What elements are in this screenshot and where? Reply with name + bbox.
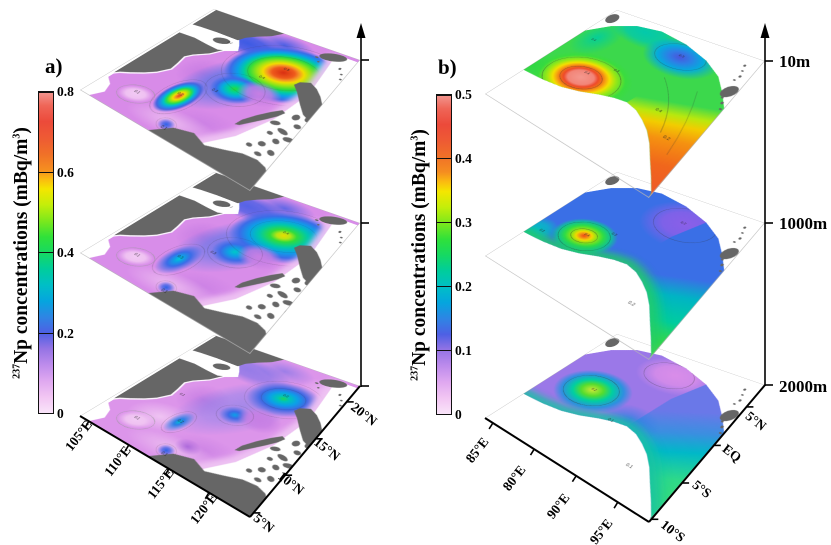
svg-text:0.1: 0.1	[178, 392, 187, 397]
svg-text:0.2: 0.2	[282, 393, 291, 398]
svg-text:105°E: 105°E	[62, 417, 95, 454]
svg-text:0.1: 0.1	[159, 287, 170, 295]
svg-text:0.3: 0.3	[210, 88, 219, 94]
svg-text:0.4: 0.4	[583, 70, 592, 75]
svg-text:0.4: 0.4	[258, 75, 267, 80]
svg-text:0.3: 0.3	[610, 232, 617, 236]
svg-text:0.2: 0.2	[176, 91, 186, 97]
svg-text:95°E: 95°E	[586, 516, 615, 545]
svg-text:120°E: 120°E	[187, 490, 220, 527]
svg-text:0.1: 0.1	[132, 252, 142, 258]
svg-text:0.1: 0.1	[159, 124, 170, 131]
svg-text:0.2: 0.2	[627, 301, 636, 308]
svg-text:0.3: 0.3	[538, 228, 545, 232]
svg-text:5°S: 5°S	[690, 477, 715, 501]
svg-text:EQ: EQ	[720, 441, 745, 465]
svg-text:90°E: 90°E	[543, 490, 572, 521]
svg-text:0.1: 0.1	[133, 89, 143, 95]
svg-text:0.4: 0.4	[654, 107, 664, 113]
svg-text:10°S: 10°S	[658, 517, 688, 545]
svg-text:0.1: 0.1	[159, 450, 170, 458]
svg-text:0.2: 0.2	[226, 204, 234, 208]
svg-text:0.3: 0.3	[678, 54, 686, 59]
svg-text:80°E: 80°E	[499, 462, 528, 493]
svg-text:0.3: 0.3	[176, 254, 186, 260]
svg-text:110°E: 110°E	[101, 443, 134, 479]
svg-text:15°N: 15°N	[311, 434, 343, 464]
svg-text:0.1: 0.1	[607, 418, 615, 423]
svg-text:0.2: 0.2	[226, 41, 234, 45]
svg-text:0.4: 0.4	[583, 233, 591, 238]
svg-text:85°E: 85°E	[462, 434, 491, 465]
svg-text:0.2: 0.2	[662, 134, 672, 141]
svg-text:0.2: 0.2	[680, 221, 687, 225]
svg-text:0.2: 0.2	[590, 388, 597, 392]
svg-text:115°E: 115°E	[144, 466, 177, 502]
svg-text:0.3: 0.3	[209, 250, 219, 256]
svg-text:5°N: 5°N	[251, 510, 278, 535]
svg-text:0.4: 0.4	[282, 230, 291, 235]
svg-text:0.3: 0.3	[613, 68, 622, 73]
svg-text:0.1: 0.1	[625, 463, 634, 470]
svg-text:5°N: 5°N	[743, 408, 770, 433]
svg-text:0.5: 0.5	[283, 67, 292, 72]
svg-text:0.1: 0.1	[132, 415, 142, 421]
svg-text:0.4: 0.4	[590, 38, 598, 42]
svg-text:10°N: 10°N	[275, 468, 307, 498]
svg-text:20°N: 20°N	[348, 399, 380, 429]
svg-text:0.2: 0.2	[176, 418, 186, 424]
